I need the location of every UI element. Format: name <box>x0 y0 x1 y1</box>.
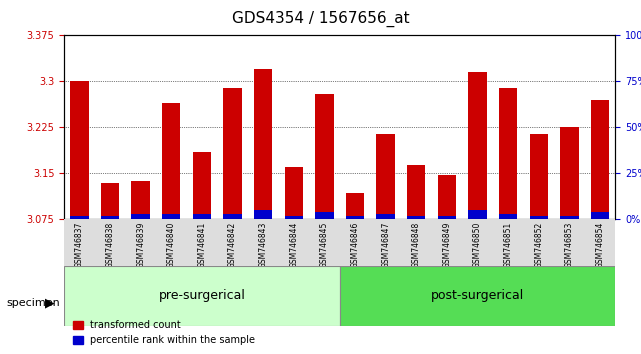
Bar <box>131 182 150 219</box>
Bar <box>346 193 364 219</box>
Text: GSM746838: GSM746838 <box>106 222 115 268</box>
Bar <box>376 133 395 219</box>
Bar <box>193 152 211 219</box>
Text: GSM746845: GSM746845 <box>320 222 329 268</box>
Bar <box>101 183 119 219</box>
Bar <box>131 214 150 219</box>
Bar <box>162 214 181 219</box>
Text: GSM746846: GSM746846 <box>351 222 360 268</box>
Text: ▶: ▶ <box>45 296 54 309</box>
Text: GSM746844: GSM746844 <box>289 222 298 268</box>
Bar <box>438 175 456 219</box>
Bar <box>315 94 333 219</box>
Bar <box>254 210 272 219</box>
Bar <box>254 69 272 219</box>
Bar <box>591 100 609 219</box>
Text: GSM746850: GSM746850 <box>473 222 482 268</box>
Text: GSM746849: GSM746849 <box>442 222 451 268</box>
Bar <box>71 81 88 219</box>
Bar <box>469 72 487 219</box>
Text: pre-surgerical: pre-surgerical <box>158 289 246 302</box>
Bar <box>101 216 119 219</box>
Bar <box>223 214 242 219</box>
Bar <box>560 127 579 219</box>
Bar <box>285 216 303 219</box>
Bar <box>529 216 548 219</box>
Bar <box>407 165 426 219</box>
Bar <box>469 210 487 219</box>
Bar <box>499 87 517 219</box>
Legend: transformed count, percentile rank within the sample: transformed count, percentile rank withi… <box>69 316 259 349</box>
Bar <box>346 216 364 219</box>
Text: post-surgerical: post-surgerical <box>431 289 524 302</box>
Text: GSM746840: GSM746840 <box>167 222 176 268</box>
Text: GSM746842: GSM746842 <box>228 222 237 268</box>
Bar <box>438 216 456 219</box>
Bar <box>407 216 426 219</box>
Text: GSM746848: GSM746848 <box>412 222 420 268</box>
Bar <box>193 214 211 219</box>
Bar <box>591 212 609 219</box>
Text: GSM746847: GSM746847 <box>381 222 390 268</box>
Bar <box>223 87 242 219</box>
Bar <box>64 266 340 326</box>
Bar <box>376 214 395 219</box>
Bar <box>162 103 181 219</box>
Text: GSM746841: GSM746841 <box>197 222 206 268</box>
Text: specimen: specimen <box>6 298 60 308</box>
Bar <box>499 214 517 219</box>
Bar <box>71 216 88 219</box>
Text: GSM746852: GSM746852 <box>535 222 544 268</box>
Bar <box>560 216 579 219</box>
Bar <box>340 266 615 326</box>
Text: GSM746854: GSM746854 <box>595 222 604 268</box>
Bar <box>285 167 303 219</box>
Text: GSM746837: GSM746837 <box>75 222 84 268</box>
Text: GDS4354 / 1567656_at: GDS4354 / 1567656_at <box>231 11 410 27</box>
Bar <box>315 212 333 219</box>
Text: GSM746851: GSM746851 <box>504 222 513 268</box>
Bar <box>529 133 548 219</box>
Text: GSM746853: GSM746853 <box>565 222 574 268</box>
Text: GSM746843: GSM746843 <box>259 222 268 268</box>
Text: GSM746839: GSM746839 <box>136 222 145 268</box>
